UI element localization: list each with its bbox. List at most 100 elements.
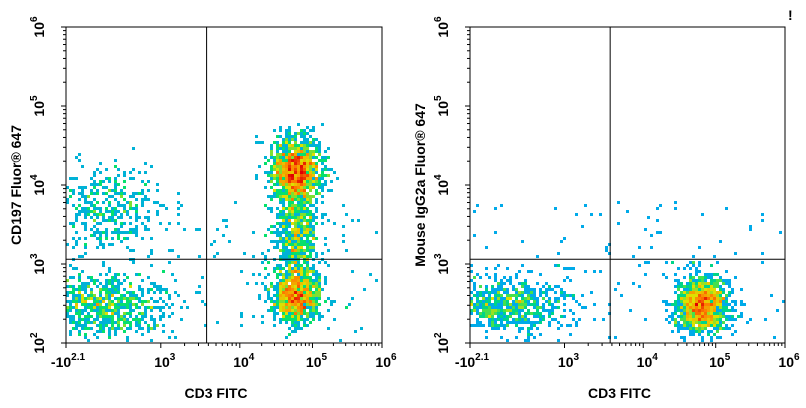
density-cell: [102, 318, 105, 321]
density-cell: [135, 204, 138, 207]
density-cell: [719, 324, 722, 327]
density-cell: [90, 192, 93, 195]
density-cell: [273, 174, 276, 177]
density-cell: [225, 225, 228, 228]
density-cell: [318, 291, 321, 294]
density-cell: [512, 300, 515, 303]
density-cell: [282, 159, 285, 162]
density-cell: [264, 234, 267, 237]
density-cell: [84, 336, 87, 339]
density-cell: [297, 231, 300, 234]
density-cell: [123, 312, 126, 315]
density-cell: [111, 315, 114, 318]
density-cell: [279, 294, 282, 297]
density-cell: [734, 252, 737, 255]
density-cell: [689, 285, 692, 288]
density-cell: [285, 264, 288, 267]
x-tick-label: 105: [709, 352, 731, 370]
density-cell: [138, 171, 141, 174]
density-cell: [722, 303, 725, 306]
density-cell: [141, 204, 144, 207]
density-cell: [111, 237, 114, 240]
density-cell: [93, 279, 96, 282]
density-cell: [294, 213, 297, 216]
density-cell: [138, 216, 141, 219]
density-cell: [677, 288, 680, 291]
density-cell: [698, 321, 701, 324]
density-cell: [69, 276, 72, 279]
density-cell: [261, 321, 264, 324]
density-cell: [548, 309, 551, 312]
density-cell: [533, 315, 536, 318]
density-cell: [530, 327, 533, 330]
density-cell: [512, 309, 515, 312]
density-cell: [318, 312, 321, 315]
density-cell: [321, 156, 324, 159]
density-cell: [476, 306, 479, 309]
density-cell: [321, 123, 324, 126]
density-cell: [303, 279, 306, 282]
density-cell: [138, 288, 141, 291]
density-cell: [692, 330, 695, 333]
density-cell: [204, 324, 207, 327]
density-cell: [551, 288, 554, 291]
density-cell: [725, 306, 728, 309]
density-cell: [132, 318, 135, 321]
density-cell: [288, 201, 291, 204]
density-cell: [716, 291, 719, 294]
density-cell: [90, 234, 93, 237]
density-cell: [276, 228, 279, 231]
density-cell: [141, 300, 144, 303]
density-cell: [126, 213, 129, 216]
density-cell: [78, 198, 81, 201]
density-cell: [111, 219, 114, 222]
density-cell: [551, 318, 554, 321]
density-cell: [270, 147, 273, 150]
density-cell: [518, 315, 521, 318]
density-cell: [126, 237, 129, 240]
density-cell: [138, 312, 141, 315]
density-cell: [78, 309, 81, 312]
density-cell: [321, 315, 324, 318]
density-cell: [312, 213, 315, 216]
density-cell: [270, 198, 273, 201]
density-cell: [294, 222, 297, 225]
density-cell: [156, 189, 159, 192]
density-cell: [99, 231, 102, 234]
density-cell: [342, 225, 345, 228]
density-cell: [129, 285, 132, 288]
density-cell: [324, 237, 327, 240]
density-cell: [282, 162, 285, 165]
density-cell: [282, 198, 285, 201]
density-cell: [303, 276, 306, 279]
density-cell: [72, 204, 75, 207]
density-cell: [135, 273, 138, 276]
density-cell: [707, 294, 710, 297]
density-cell: [84, 198, 87, 201]
density-cell: [252, 315, 255, 318]
density-cell: [99, 180, 102, 183]
density-cell: [300, 168, 303, 171]
density-cell: [270, 165, 273, 168]
density-cell: [632, 255, 635, 258]
density-cell: [315, 279, 318, 282]
density-cell: [503, 318, 506, 321]
density-cell: [123, 318, 126, 321]
density-cell: [135, 297, 138, 300]
density-cell: [108, 189, 111, 192]
density-cell: [306, 219, 309, 222]
density-cell: [698, 279, 701, 282]
density-cell: [318, 276, 321, 279]
density-cell: [297, 201, 300, 204]
density-cell: [261, 315, 264, 318]
density-cell: [509, 294, 512, 297]
density-cell: [294, 318, 297, 321]
density-cell: [324, 261, 327, 264]
density-cell: [279, 153, 282, 156]
density-cell: [560, 324, 563, 327]
density-cell: [497, 282, 500, 285]
density-cell: [683, 336, 686, 339]
density-cell: [96, 297, 99, 300]
density-cell: [285, 138, 288, 141]
density-cell: [491, 321, 494, 324]
